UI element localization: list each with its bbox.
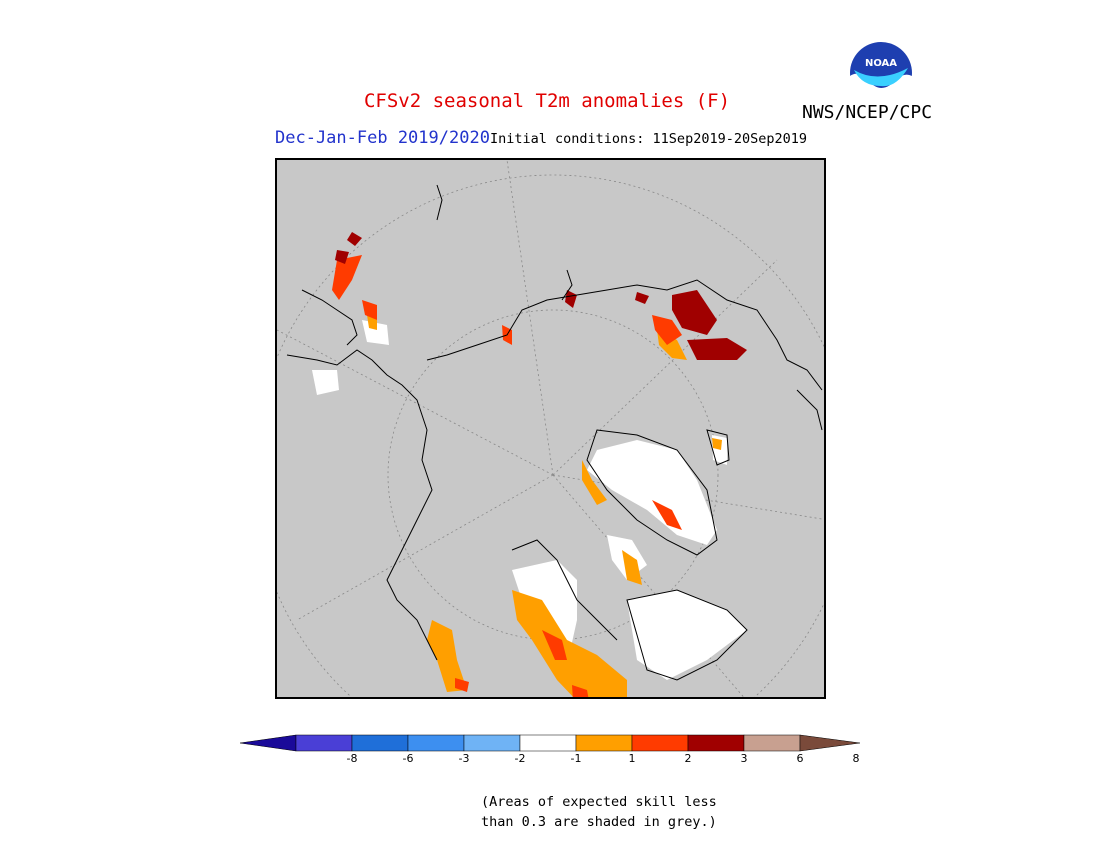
anomaly-3-6f-regions <box>335 232 747 360</box>
skill-note-line2: than 0.3 are shaded in grey.) <box>481 814 717 830</box>
polar-map-canvas <box>277 160 824 697</box>
colorbar-tick-label: -2 <box>514 752 526 765</box>
colorbar-tick-label: 6 <box>796 752 804 765</box>
colorbar-cell <box>743 734 801 752</box>
colorbar-cell <box>295 734 353 752</box>
colorbar-tick-label: 1 <box>628 752 636 765</box>
colorbar-cell <box>407 734 465 752</box>
colorbar-arrow-high <box>799 734 860 752</box>
noaa-logo-icon: NOAA <box>850 42 912 105</box>
colorbar-cell <box>631 734 689 752</box>
colorbar-tick-label: -1 <box>570 752 582 765</box>
colorbar-cell <box>463 734 521 752</box>
colorbar-tick-label: -8 <box>346 752 358 765</box>
colorbar-tick-label: 3 <box>740 752 748 765</box>
colorbar-tick-label: 8 <box>852 752 860 765</box>
agency-label: NWS/NCEP/CPC <box>802 102 933 123</box>
latitude-circle <box>387 309 719 641</box>
map-title: CFSv2 seasonal T2m anomalies (F) <box>363 90 731 112</box>
polar-map <box>275 158 826 699</box>
colorbar-tick-label: -6 <box>402 752 414 765</box>
coastlines <box>286 184 823 681</box>
color-scale-bar <box>240 734 860 752</box>
colorbar-tick-label: -3 <box>458 752 470 765</box>
colorbar-cell <box>575 734 633 752</box>
anomaly-2-3f-regions <box>332 255 682 697</box>
colorbar-cell <box>351 734 409 752</box>
meridian-lines <box>277 160 824 697</box>
skill-note-line1: (Areas of expected skill less <box>481 794 717 810</box>
colorbar-cell <box>519 734 577 752</box>
colorbar-cell <box>687 734 745 752</box>
initial-conditions-label: Initial conditions: 11Sep2019-20Sep2019 <box>490 131 807 147</box>
colorbar-arrow-low <box>240 734 297 752</box>
svg-text:NOAA: NOAA <box>865 58 897 69</box>
skill-note: (Areas of expected skill less than 0.3 a… <box>481 792 717 832</box>
season-label: Dec-Jan-Feb 2019/2020 <box>275 128 490 148</box>
colorbar-tick-label: 2 <box>684 752 692 765</box>
